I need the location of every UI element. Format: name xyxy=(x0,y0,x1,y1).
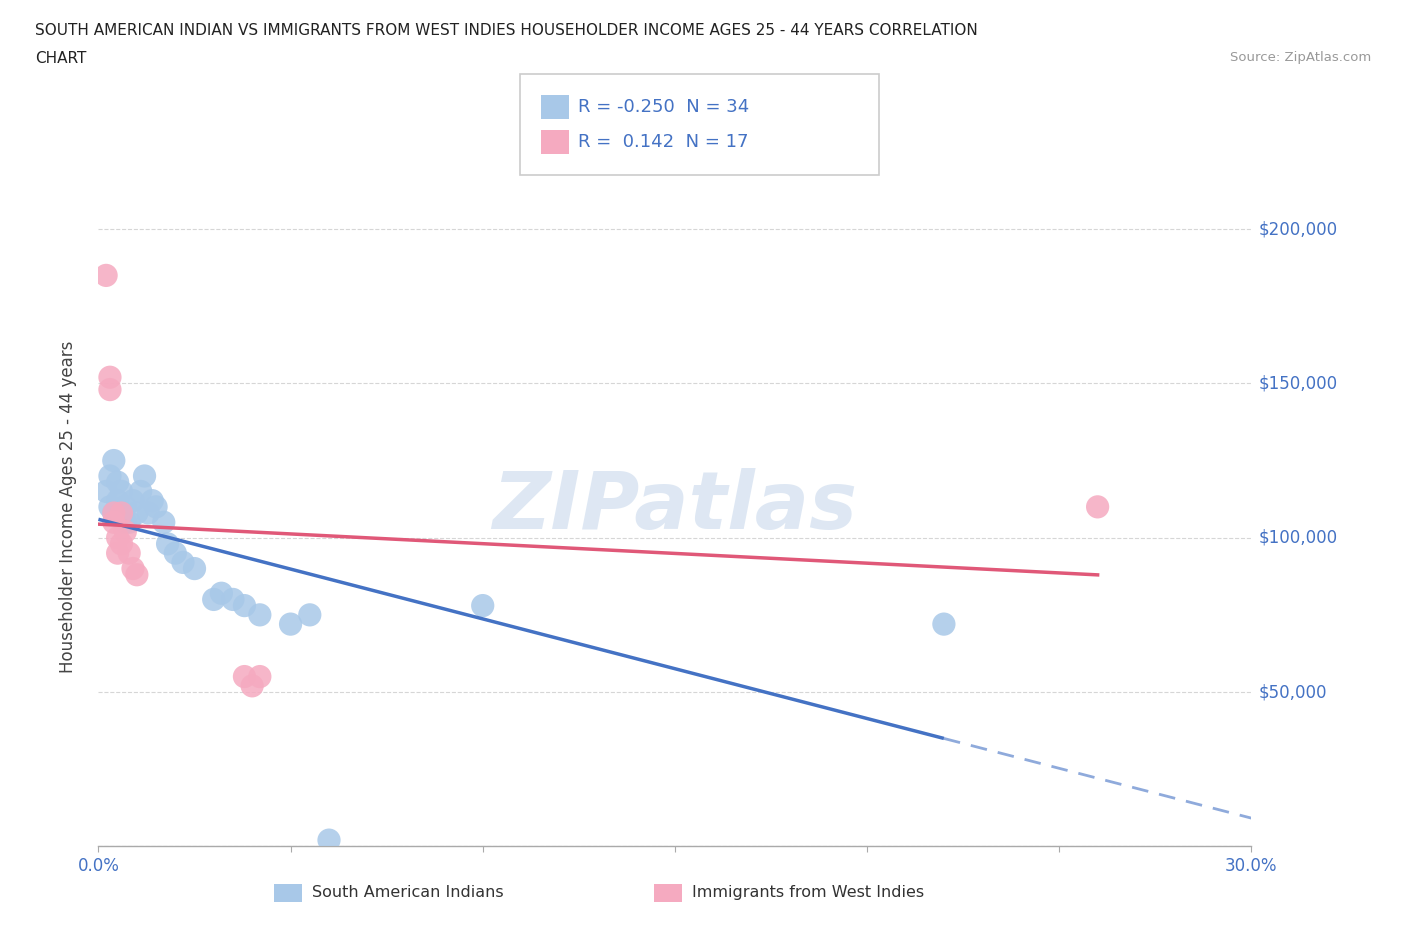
Point xyxy=(103,506,125,521)
Point xyxy=(318,832,340,847)
Text: ZIPatlas: ZIPatlas xyxy=(492,468,858,546)
Point xyxy=(222,592,245,607)
Point xyxy=(103,515,125,530)
Point xyxy=(183,561,205,576)
Point xyxy=(122,493,145,508)
Point xyxy=(107,493,129,508)
Point xyxy=(94,484,117,498)
Point xyxy=(138,506,160,521)
Point xyxy=(172,555,194,570)
Point xyxy=(110,484,132,498)
Text: $100,000: $100,000 xyxy=(1258,529,1337,547)
Point xyxy=(98,469,121,484)
Point xyxy=(114,499,136,514)
Text: R = -0.250  N = 34: R = -0.250 N = 34 xyxy=(578,98,749,116)
Point xyxy=(471,598,494,613)
Point xyxy=(94,268,117,283)
Point xyxy=(932,617,955,631)
Point xyxy=(110,506,132,521)
Point xyxy=(107,530,129,545)
Point xyxy=(134,469,156,484)
Text: $150,000: $150,000 xyxy=(1258,375,1337,392)
Point xyxy=(145,499,167,514)
Point xyxy=(118,515,141,530)
Point xyxy=(98,499,121,514)
Point xyxy=(103,453,125,468)
Text: $200,000: $200,000 xyxy=(1258,220,1337,238)
Point xyxy=(110,506,132,521)
Point xyxy=(107,474,129,489)
Text: SOUTH AMERICAN INDIAN VS IMMIGRANTS FROM WEST INDIES HOUSEHOLDER INCOME AGES 25 : SOUTH AMERICAN INDIAN VS IMMIGRANTS FROM… xyxy=(35,23,979,38)
Point xyxy=(156,537,179,551)
Point xyxy=(298,607,321,622)
Point xyxy=(249,670,271,684)
Point xyxy=(125,506,148,521)
Point xyxy=(118,546,141,561)
Point xyxy=(98,370,121,385)
Point xyxy=(165,546,187,561)
Point xyxy=(1087,499,1109,514)
Point xyxy=(114,525,136,539)
Point xyxy=(107,546,129,561)
Text: R =  0.142  N = 17: R = 0.142 N = 17 xyxy=(578,133,748,152)
Point xyxy=(233,670,256,684)
Point xyxy=(209,586,232,601)
Point xyxy=(114,515,136,530)
Text: $50,000: $50,000 xyxy=(1258,683,1327,701)
Text: South American Indians: South American Indians xyxy=(312,885,503,900)
Y-axis label: Householder Income Ages 25 - 44 years: Householder Income Ages 25 - 44 years xyxy=(59,340,77,673)
Point xyxy=(103,506,125,521)
Text: Immigrants from West Indies: Immigrants from West Indies xyxy=(692,885,924,900)
Point xyxy=(249,607,271,622)
Point xyxy=(152,515,174,530)
Point xyxy=(98,382,121,397)
Point xyxy=(202,592,225,607)
Point xyxy=(129,484,152,498)
Point xyxy=(122,561,145,576)
Point xyxy=(240,678,263,693)
Text: CHART: CHART xyxy=(35,51,87,66)
Point xyxy=(141,493,163,508)
Text: Source: ZipAtlas.com: Source: ZipAtlas.com xyxy=(1230,51,1371,64)
Point xyxy=(233,598,256,613)
Point xyxy=(125,567,148,582)
Point xyxy=(110,537,132,551)
Point xyxy=(280,617,302,631)
